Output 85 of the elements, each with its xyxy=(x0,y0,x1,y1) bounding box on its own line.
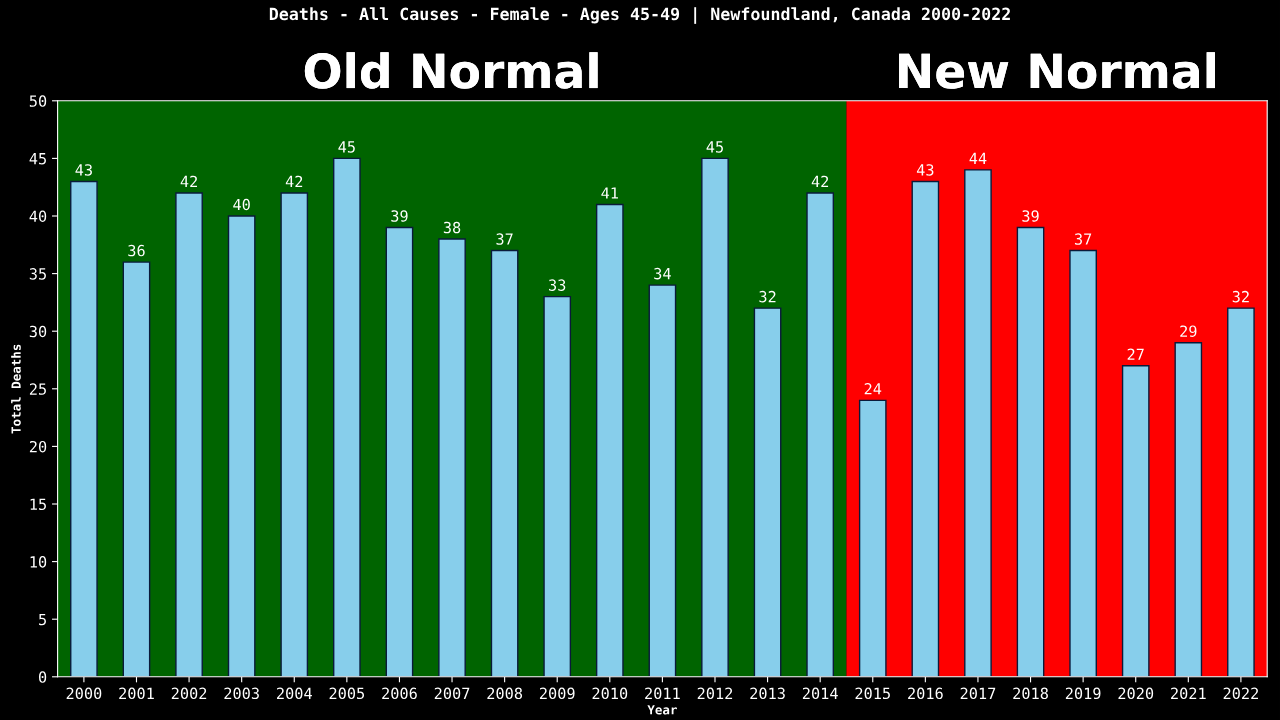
y-tick-label: 20 xyxy=(29,440,47,453)
bar xyxy=(543,295,572,677)
bar xyxy=(70,180,98,677)
x-tick-label: 2021 xyxy=(1171,687,1206,700)
data-label: 24 xyxy=(864,383,882,395)
data-label: 38 xyxy=(443,221,461,234)
bar xyxy=(1069,249,1097,677)
data-label: 45 xyxy=(706,141,723,153)
bar xyxy=(227,215,256,677)
data-label: 29 xyxy=(1180,325,1197,337)
data-label: 39 xyxy=(391,210,408,222)
x-tick-label: 2017 xyxy=(960,687,996,700)
bar xyxy=(1227,307,1255,677)
x-tick-label: 2009 xyxy=(539,687,575,700)
band-label: New Normal xyxy=(899,52,1215,89)
y-tick-label: 40 xyxy=(29,210,47,223)
x-tick-label: 2016 xyxy=(908,687,943,700)
data-label: 42 xyxy=(811,175,829,187)
data-label: 44 xyxy=(969,152,987,164)
x-tick-label: 2015 xyxy=(855,687,890,700)
data-label: 39 xyxy=(1022,210,1039,222)
data-label: 41 xyxy=(601,187,618,199)
y-tick-label: 50 xyxy=(29,95,47,107)
y-tick-label: 25 xyxy=(29,383,46,395)
x-tick-label: 2018 xyxy=(1013,687,1048,700)
y-tick-label: 30 xyxy=(29,325,47,338)
bar xyxy=(753,307,782,677)
data-label: 40 xyxy=(233,198,250,211)
x-tick-label: 2007 xyxy=(434,687,470,700)
chart-title: Deaths - All Causes - Female - Ages 45-49 | Newfoundland, Canada 2000-2022 xyxy=(269,7,1010,24)
data-label: 37 xyxy=(496,233,513,245)
bar xyxy=(911,180,940,677)
bar xyxy=(385,226,414,677)
y-tick-label: 15 xyxy=(30,498,46,511)
x-tick-label: 2020 xyxy=(1118,687,1154,700)
x-tick-label: 2002 xyxy=(171,687,207,700)
x-tick-label: 2010 xyxy=(592,687,628,700)
data-label: 32 xyxy=(759,290,776,303)
y-tick-label: 10 xyxy=(30,556,47,568)
x-tick-label: 2011 xyxy=(645,687,680,700)
x-tick-label: 2003 xyxy=(224,687,259,700)
bar xyxy=(1174,342,1203,677)
bar xyxy=(701,157,729,677)
x-tick-label: 2013 xyxy=(750,687,785,700)
bar xyxy=(964,169,992,677)
x-tick-label: 2000 xyxy=(66,687,102,700)
data-label: 45 xyxy=(338,141,355,153)
data-label: 37 xyxy=(1074,233,1092,245)
data-label: 43 xyxy=(75,164,92,176)
x-tick-label: 2004 xyxy=(277,687,312,700)
x-tick-label: 2012 xyxy=(697,687,733,700)
data-label: 32 xyxy=(1232,290,1249,303)
bar xyxy=(280,192,309,677)
data-label: 43 xyxy=(916,164,934,176)
y-axis-title: Total Deaths xyxy=(11,344,21,434)
bar xyxy=(490,249,519,677)
bar xyxy=(122,261,151,677)
y-tick-label: 0 xyxy=(38,671,47,683)
y-tick-label: 5 xyxy=(39,613,46,626)
data-label: 42 xyxy=(285,175,303,187)
x-axis-title: Year xyxy=(647,705,677,715)
x-tick-label: 2008 xyxy=(487,687,523,700)
data-label: 27 xyxy=(1127,348,1144,360)
x-tick-label: 2006 xyxy=(382,687,417,700)
y-tick-label: 45 xyxy=(29,153,46,165)
bar xyxy=(595,203,624,677)
data-label: 33 xyxy=(549,279,566,291)
bar xyxy=(648,284,677,677)
data-label: 36 xyxy=(128,244,145,257)
y-tick-label: 35 xyxy=(29,268,46,280)
data-label: 42 xyxy=(180,175,197,187)
bar xyxy=(333,157,361,677)
band-label: Old Normal xyxy=(304,52,598,89)
x-tick-label: 2019 xyxy=(1065,687,1101,700)
data-label: 34 xyxy=(654,267,671,280)
x-tick-label: 2014 xyxy=(802,687,838,700)
bar xyxy=(858,399,887,677)
x-tick-label: 2005 xyxy=(329,687,365,700)
x-tick-label: 2001 xyxy=(119,687,154,700)
bar xyxy=(438,238,466,677)
bar xyxy=(1016,226,1045,677)
bar xyxy=(1121,365,1150,677)
bar xyxy=(806,192,835,677)
bar xyxy=(175,192,203,677)
x-tick-label: 2022 xyxy=(1223,687,1258,700)
